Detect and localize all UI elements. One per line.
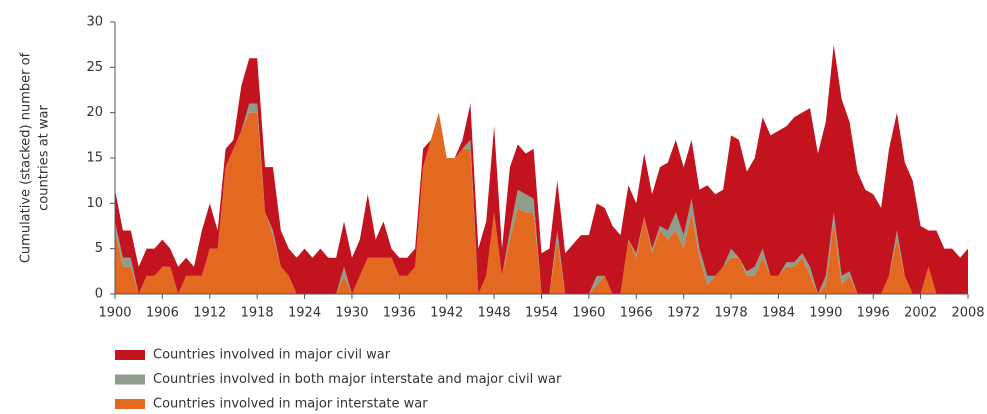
y-tick-label: 10 <box>86 196 103 211</box>
y-tick-label: 30 <box>86 15 103 30</box>
x-tick-label: 1912 <box>193 306 226 321</box>
y-tick-label: 25 <box>86 60 103 75</box>
x-tick-label: 1948 <box>478 306 511 321</box>
x-tick-label: 1900 <box>98 306 131 321</box>
x-tick-label: 1966 <box>620 306 653 321</box>
area <box>115 44 968 294</box>
x-tick-label: 1930 <box>335 306 368 321</box>
legend-swatch <box>115 350 145 360</box>
x-tick-label: 1984 <box>762 306 795 321</box>
x-tick-label: 1990 <box>809 306 842 321</box>
x-tick-label: 1918 <box>241 306 274 321</box>
legend-label: Countries involved in major civil war <box>153 348 391 363</box>
x-tick-label: 1996 <box>857 306 890 321</box>
x-tick-label: 1954 <box>525 306 558 321</box>
legend-label: Countries involved in major interstate w… <box>153 397 428 412</box>
x-tick-label: 1924 <box>288 306 321 321</box>
x-tick-label: 1936 <box>383 306 416 321</box>
x-tick-label: 1906 <box>146 306 179 321</box>
x-tick-label: 1978 <box>715 306 748 321</box>
y-axis-label: countries at war <box>37 105 52 211</box>
legend-swatch <box>115 399 145 409</box>
legend-swatch <box>115 374 145 385</box>
x-tick-label: 2008 <box>951 306 984 321</box>
x-tick-label: 1972 <box>667 306 700 321</box>
y-tick-label: 0 <box>95 287 103 302</box>
y-tick-label: 5 <box>95 241 103 256</box>
y-tick-label: 15 <box>86 151 103 166</box>
y-tick-label: 20 <box>86 105 103 120</box>
y-axis-label: Cumulative (stacked) number of <box>19 52 34 263</box>
legend-label: Countries involved in both major interst… <box>153 372 562 387</box>
x-tick-label: 1960 <box>572 306 605 321</box>
x-tick-label: 2002 <box>904 306 937 321</box>
x-tick-label: 1942 <box>430 306 463 321</box>
